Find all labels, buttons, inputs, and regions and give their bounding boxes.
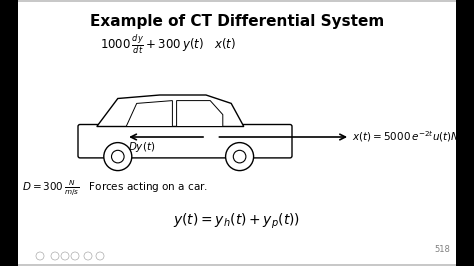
FancyBboxPatch shape — [78, 124, 292, 158]
Bar — [0, 0, 18, 266]
Bar — [456, 0, 474, 266]
Polygon shape — [177, 101, 223, 127]
Circle shape — [104, 143, 132, 171]
Text: 518: 518 — [434, 245, 450, 254]
Text: $y(t) = y_h(t) + y_p(t))$: $y(t) = y_h(t) + y_p(t))$ — [173, 212, 301, 231]
Text: $x(t) = 5000\,e^{-2t}u(t)N$: $x(t) = 5000\,e^{-2t}u(t)N$ — [352, 130, 460, 144]
Circle shape — [233, 150, 246, 163]
Text: $D = 300\,\frac{N}{m/s}$   Forces acting on a car.: $D = 300\,\frac{N}{m/s}$ Forces acting o… — [22, 178, 208, 198]
Polygon shape — [97, 95, 244, 127]
Polygon shape — [126, 101, 173, 127]
Text: $1000\,\frac{dy}{dt} + 300\,y(t)\quad x(t)$: $1000\,\frac{dy}{dt} + 300\,y(t)\quad x(… — [100, 32, 236, 56]
Circle shape — [226, 143, 254, 171]
Text: $Dy(t)$: $Dy(t)$ — [128, 140, 155, 154]
Text: Example of CT Differential System: Example of CT Differential System — [90, 14, 384, 29]
Circle shape — [111, 150, 124, 163]
